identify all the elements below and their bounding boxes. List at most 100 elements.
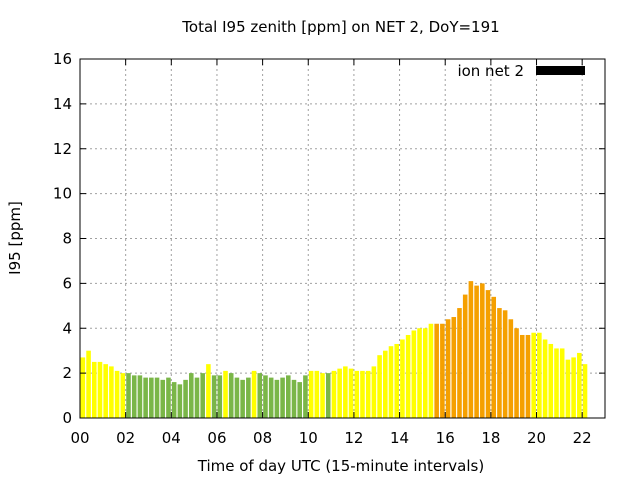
bar [120,373,126,419]
y-axis-ticks: 0 2 4 6 8 10 12 14 16 [53,50,605,427]
y-tick-label: 4 [62,319,72,337]
bar [291,379,297,418]
y-tick-label: 0 [62,409,72,427]
bar [308,370,314,418]
bar [126,373,131,419]
bar [86,350,91,418]
legend-label: ion net 2 [457,62,524,80]
bar [240,379,245,418]
bar [160,379,166,418]
bar [280,377,285,418]
bar [422,328,428,418]
bar [188,373,194,419]
bar [303,375,308,418]
bar [554,348,559,418]
bar [383,350,388,418]
bar [474,285,479,418]
bar [211,375,217,418]
y-tick-label: 14 [53,95,72,113]
bar [228,373,234,419]
bar [257,373,263,419]
bar [508,319,514,418]
bar [183,379,188,418]
y-tick-label: 2 [62,364,72,382]
bar [223,370,228,418]
bar [394,343,399,418]
bar [542,339,548,418]
x-tick-label: 04 [162,429,181,447]
bar [337,368,342,418]
x-tick-label: 12 [344,429,363,447]
bar [582,364,588,418]
bar [365,370,371,418]
bar [525,334,531,418]
x-axis-label: Time of day UTC (15-minute intervals) [197,457,484,475]
bar [246,377,251,418]
legend-swatch [536,66,585,75]
bar [428,323,434,418]
x-tick-label: 14 [390,429,409,447]
y-tick-label: 16 [53,50,72,68]
x-tick-label: 08 [253,429,272,447]
bar [97,361,103,418]
bar [354,370,360,418]
bar [143,377,148,418]
bar [325,373,331,419]
bar [462,294,468,418]
bar [360,370,365,418]
bar [131,375,137,418]
bar [577,352,582,418]
bar [411,330,417,418]
bar [434,323,439,418]
bar [445,319,451,418]
bar [297,382,302,418]
bar [114,370,120,418]
bar [166,377,171,418]
bar [485,290,491,418]
y-tick-label: 8 [62,230,72,248]
bar [348,368,354,418]
bar [451,317,457,418]
bar [320,373,325,419]
bar [137,375,143,418]
bar [537,332,542,418]
bar [559,348,565,418]
x-tick-label: 00 [70,429,89,447]
bar [331,370,337,418]
x-tick-label: 02 [116,429,135,447]
bar [502,310,508,418]
bar [440,323,445,418]
bar [514,328,519,418]
x-tick-label: 06 [207,429,226,447]
bar [457,308,462,418]
bar [571,357,576,418]
bar [217,375,223,418]
bar [388,346,394,418]
x-tick-label: 16 [436,429,455,447]
bar [154,377,160,418]
bar [234,377,240,418]
x-tick-label: 18 [481,429,500,447]
bar [343,366,348,418]
bar [194,377,200,418]
bar [177,384,183,418]
bar [565,359,571,418]
bar [268,377,274,418]
bar [400,339,405,418]
bar [149,377,154,418]
bar [91,361,97,418]
bar [377,355,382,418]
bar [531,332,536,418]
bar [251,370,257,418]
bar [80,357,86,418]
y-tick-label: 12 [53,140,72,158]
bar [103,364,108,418]
legend: ion net 2 [457,62,585,80]
x-tick-label: 22 [573,429,592,447]
bar [491,296,497,418]
x-axis-ticks: 00 02 04 06 08 10 12 14 16 18 20 22 [70,59,592,447]
bar [171,382,177,418]
bar [548,343,554,418]
bars [80,281,588,419]
